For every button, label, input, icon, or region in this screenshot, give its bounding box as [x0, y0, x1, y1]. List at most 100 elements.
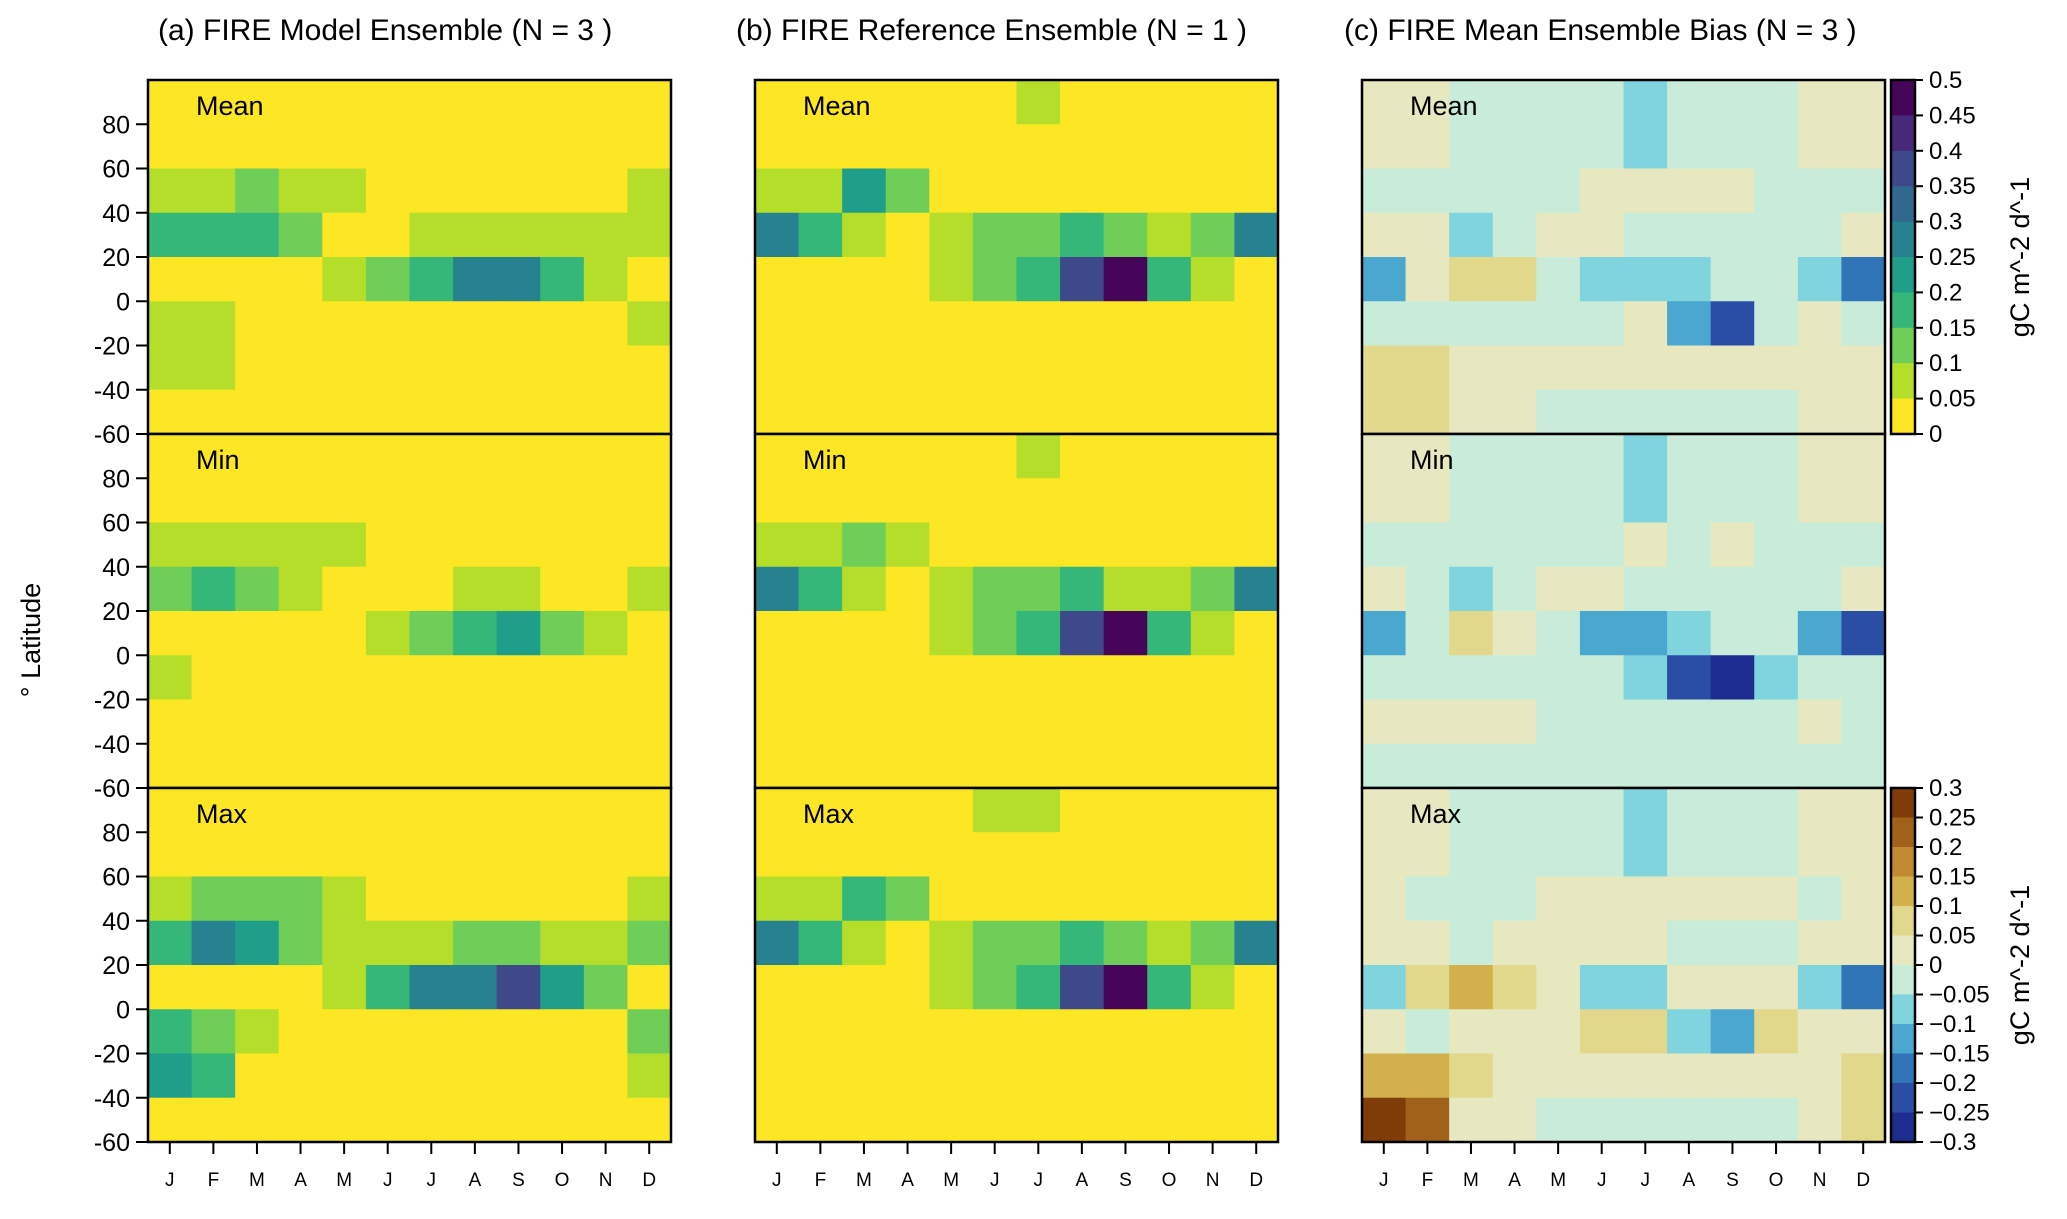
cell — [235, 743, 280, 789]
cell — [235, 920, 280, 966]
colorbar-tick-label: 0.3 — [1929, 209, 1962, 236]
cell — [755, 876, 800, 922]
cell — [1623, 389, 1668, 435]
cell — [148, 743, 193, 789]
cell — [1623, 920, 1668, 966]
cell — [1405, 434, 1450, 524]
cell — [1536, 876, 1581, 922]
colorbar-swatch — [1891, 398, 1915, 435]
cell — [322, 965, 367, 1010]
cell — [972, 965, 1018, 1010]
y-tick-label: 0 — [116, 288, 130, 316]
cell — [1016, 478, 1061, 524]
cell — [627, 876, 672, 922]
cell — [1016, 1009, 1061, 1055]
cell — [1405, 965, 1450, 1010]
cell — [365, 699, 411, 745]
cell — [496, 212, 541, 258]
cell — [148, 832, 193, 878]
cell — [929, 212, 974, 258]
colorbar-swatch — [1891, 1112, 1915, 1143]
cell — [1405, 1097, 1450, 1143]
cell — [1492, 345, 1537, 391]
cell — [583, 301, 629, 347]
cell — [1536, 257, 1581, 302]
y-tick-label: 80 — [102, 819, 130, 847]
cell — [583, 389, 629, 435]
x-tick-label: S — [1726, 1170, 1739, 1191]
cell — [885, 301, 930, 347]
cell — [755, 965, 800, 1010]
cell — [1710, 1097, 1755, 1143]
cell — [929, 566, 974, 612]
cell — [885, 212, 930, 258]
cell — [929, 522, 974, 568]
panel-titles: (a) FIRE Model Ensemble (N = 3 ) (b) FIRE… — [158, 14, 1857, 47]
cell — [191, 478, 236, 524]
cell — [1060, 1009, 1105, 1055]
cell — [1362, 257, 1407, 302]
x-tick-label: M — [1463, 1170, 1479, 1191]
cell — [842, 1097, 887, 1143]
cell — [453, 1009, 498, 1055]
cell — [409, 257, 454, 302]
cell — [1234, 876, 1279, 922]
colorbar-diverging: 0.30.250.20.150.10.050−0.05−0.1−0.15−0.2… — [1889, 775, 2035, 1156]
cell — [365, 832, 411, 878]
cell — [540, 832, 585, 878]
cell — [1841, 522, 1886, 568]
cell — [540, 743, 585, 789]
cell — [278, 743, 323, 789]
cell — [1754, 1009, 1799, 1055]
cell — [1449, 212, 1494, 258]
cell — [1667, 788, 1712, 878]
cell — [278, 566, 323, 612]
cell — [1147, 478, 1192, 524]
colorbar-swatch — [1891, 847, 1915, 878]
cell — [1797, 655, 1843, 701]
cell — [1234, 788, 1279, 833]
x-tick-label: N — [1206, 1170, 1220, 1191]
cell — [191, 124, 236, 170]
cell — [583, 1097, 629, 1143]
cell — [1234, 301, 1279, 347]
cell — [1060, 389, 1105, 435]
cell — [191, 611, 236, 656]
x-tick-label: J — [772, 1170, 782, 1191]
cell — [1623, 655, 1668, 701]
cell — [842, 566, 887, 612]
colorbar-tick-label: −0.15 — [1929, 1041, 1990, 1068]
cell — [583, 699, 629, 745]
cell — [409, 876, 454, 922]
cell — [1016, 301, 1061, 347]
cell — [627, 1009, 672, 1055]
cell — [972, 1009, 1018, 1055]
cell — [1234, 920, 1279, 966]
cell — [1841, 434, 1886, 524]
x-tick-label: J — [427, 1170, 437, 1191]
cell — [929, 1053, 974, 1099]
cell — [148, 212, 193, 258]
cell — [322, 478, 367, 524]
x-tick-label: A — [1076, 1170, 1089, 1191]
cell — [1754, 345, 1799, 391]
cell — [1147, 611, 1192, 656]
cell — [885, 389, 930, 435]
cell — [1234, 389, 1279, 435]
cell — [755, 743, 800, 789]
x-tick-label: S — [512, 1170, 525, 1191]
cell — [1536, 80, 1581, 170]
cell — [322, 124, 367, 170]
y-tick-label: 40 — [102, 554, 130, 582]
colorbar-tick-label: −0.2 — [1929, 1070, 1976, 1097]
cell — [1103, 257, 1148, 302]
cell — [1103, 920, 1148, 966]
cell — [235, 257, 280, 302]
cell — [1190, 832, 1236, 878]
cell — [1797, 168, 1843, 214]
cell — [540, 1097, 585, 1143]
cell — [1841, 743, 1886, 789]
cell — [365, 1097, 411, 1143]
cell — [1492, 212, 1537, 258]
cell — [755, 434, 800, 479]
